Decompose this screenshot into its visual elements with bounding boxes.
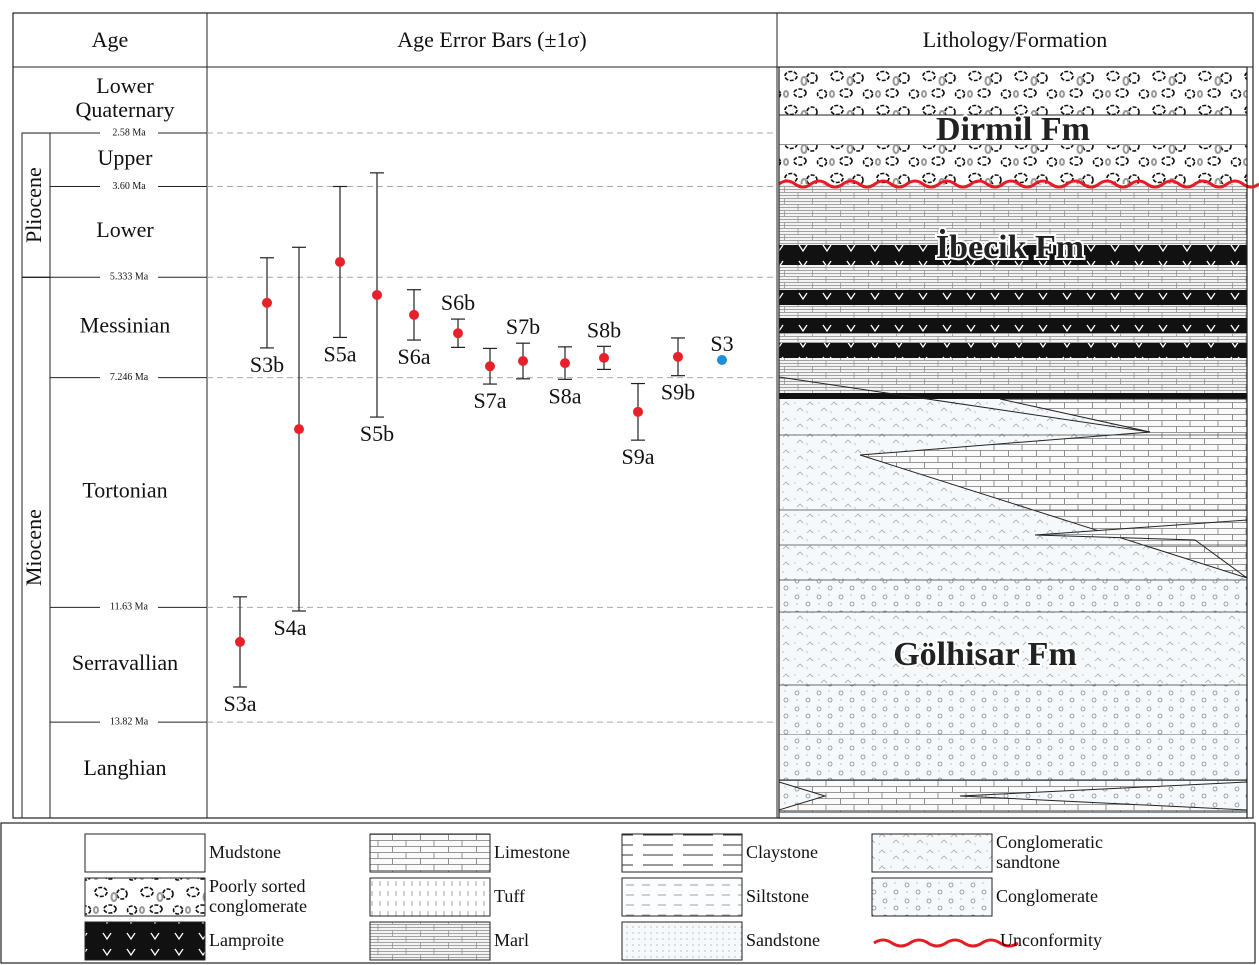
sample-point: [262, 298, 272, 308]
legend-swatch: [85, 878, 205, 916]
sample-point: [409, 310, 419, 320]
sample-label: S3b: [250, 352, 284, 377]
sample-label: S3: [710, 331, 733, 356]
sample-point: [518, 356, 528, 366]
sample-point: [372, 290, 382, 300]
sample-label: S9b: [661, 380, 695, 405]
sample-point: [599, 353, 609, 363]
sample-label: S4a: [274, 615, 307, 640]
sample-label: S6b: [441, 290, 475, 315]
legend-label: Marl: [494, 930, 529, 950]
legend-label: Tuff: [494, 886, 525, 906]
sample-point: [485, 361, 495, 371]
y-tick-label: 3.60 Ma: [112, 181, 146, 192]
stage-label: Messinian: [80, 312, 170, 337]
formation-label: İbecik Fm: [936, 228, 1084, 266]
header-error-bars: Age Error Bars (±1σ): [397, 27, 586, 52]
legend-swatch: [370, 878, 490, 916]
legend-swatch: [872, 834, 992, 872]
figure: Age Age Error Bars (±1σ) Lithology/Forma…: [0, 0, 1259, 965]
sample-label: S7b: [506, 314, 540, 339]
period-label: Pliocene: [21, 167, 46, 243]
sample-point: [335, 257, 345, 267]
lithology-column: [779, 67, 1259, 818]
legend-label: Unconformity: [1000, 930, 1102, 950]
legend-swatch: [370, 834, 490, 872]
formation-label: Gölhisar Fm: [893, 636, 1077, 673]
y-tick-label: 13.82 Ma: [110, 716, 149, 727]
sample-label: S6a: [398, 344, 431, 369]
sample-point: [453, 328, 463, 338]
sample-point: [560, 358, 570, 368]
stage-label: Serravallian: [72, 650, 178, 675]
stage-label: Langhian: [83, 755, 166, 780]
legend-swatch: [85, 922, 205, 960]
sample-label: S8b: [587, 317, 621, 342]
sample-point: [235, 637, 245, 647]
header-lithology: Lithology/Formation: [923, 27, 1108, 52]
sample-point: [717, 355, 727, 365]
legend-swatch: [622, 922, 742, 960]
y-tick-label: 7.246 Ma: [110, 372, 149, 383]
legend-swatch: [622, 834, 742, 872]
y-tick-label: 5.333 Ma: [110, 272, 149, 283]
y-tick-label: 11.63 Ma: [110, 602, 149, 613]
sample-point: [673, 352, 683, 362]
legend-swatch: [872, 878, 992, 916]
sample-label: S3a: [224, 691, 257, 716]
sample-label: S8a: [549, 383, 582, 408]
sample-label: S7a: [474, 388, 507, 413]
stage-label: Upper: [98, 145, 154, 170]
sample-point: [294, 424, 304, 434]
sample-label: S5b: [360, 421, 394, 446]
legend-label: Conglomerate: [996, 886, 1098, 906]
legend-label: Lamproite: [209, 930, 284, 950]
legend-label: Siltstone: [746, 886, 809, 906]
legend-label: Claystone: [746, 842, 818, 862]
legend-label: Mudstone: [209, 842, 281, 862]
sample-label: S5a: [324, 341, 357, 366]
stage-label: Lower: [96, 217, 154, 242]
legend-label: Limestone: [494, 842, 570, 862]
y-tick-label: 2.58 Ma: [112, 127, 146, 138]
header-age: Age: [92, 27, 129, 52]
sample-point: [633, 407, 643, 417]
period-label: Miocene: [21, 509, 46, 586]
legend-swatch: [622, 878, 742, 916]
legend-swatch: [85, 834, 205, 872]
sample-label: S9a: [622, 444, 655, 469]
stage-label: Tortonian: [82, 477, 167, 502]
legend-label: Sandstone: [746, 930, 820, 950]
legend-swatch: [874, 940, 1018, 946]
legend-swatch: [370, 922, 490, 960]
formation-label: Dirmil Fm: [936, 111, 1090, 148]
